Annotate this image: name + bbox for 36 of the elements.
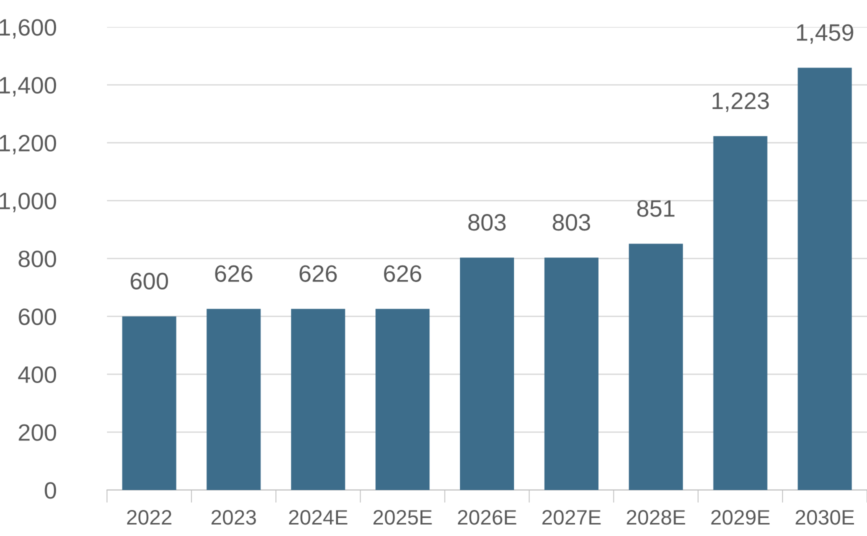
x-tick-label: 2024E	[289, 510, 348, 525]
x-tick-label: 2028E	[626, 510, 686, 525]
data-label: 803	[552, 214, 590, 231]
y-tick-label: 200	[18, 424, 56, 441]
data-label: 1,459	[797, 24, 854, 44]
data-label: 626	[384, 265, 422, 282]
x-tick-label: 2023	[212, 510, 256, 525]
bar	[122, 316, 176, 490]
bar	[460, 258, 514, 490]
data-label: 626	[215, 265, 252, 282]
y-tick-label: 1,000	[0, 192, 56, 212]
y-tick-label: 1,200	[0, 134, 56, 154]
bar	[376, 308, 430, 490]
bar	[713, 136, 768, 490]
bar	[291, 308, 346, 490]
data-label: 851	[637, 200, 674, 217]
x-tick-label: 2030E	[796, 510, 854, 525]
bar	[206, 308, 261, 490]
x-tick-label: 2027E	[542, 510, 601, 525]
y-tick-label: 800	[18, 250, 56, 268]
data-label: 626	[300, 265, 337, 282]
bar	[544, 258, 598, 490]
y-tick-label: 1,600	[0, 19, 56, 39]
x-tick-label: 2025E	[373, 510, 432, 525]
y-tick-label: 400	[18, 366, 56, 384]
bar	[798, 68, 852, 490]
data-label: 600	[130, 272, 168, 290]
bar	[628, 244, 683, 490]
y-tick-label: 1,400	[0, 76, 56, 96]
x-tick-label: 2022	[127, 510, 172, 525]
data-label: 803	[468, 214, 506, 231]
x-tick-label: 2026E	[458, 510, 516, 525]
y-tick-label: 600	[18, 308, 56, 326]
y-tick-label: 0	[44, 482, 56, 499]
data-label: 1,223	[712, 92, 769, 112]
x-tick-label: 2029E	[711, 510, 770, 525]
